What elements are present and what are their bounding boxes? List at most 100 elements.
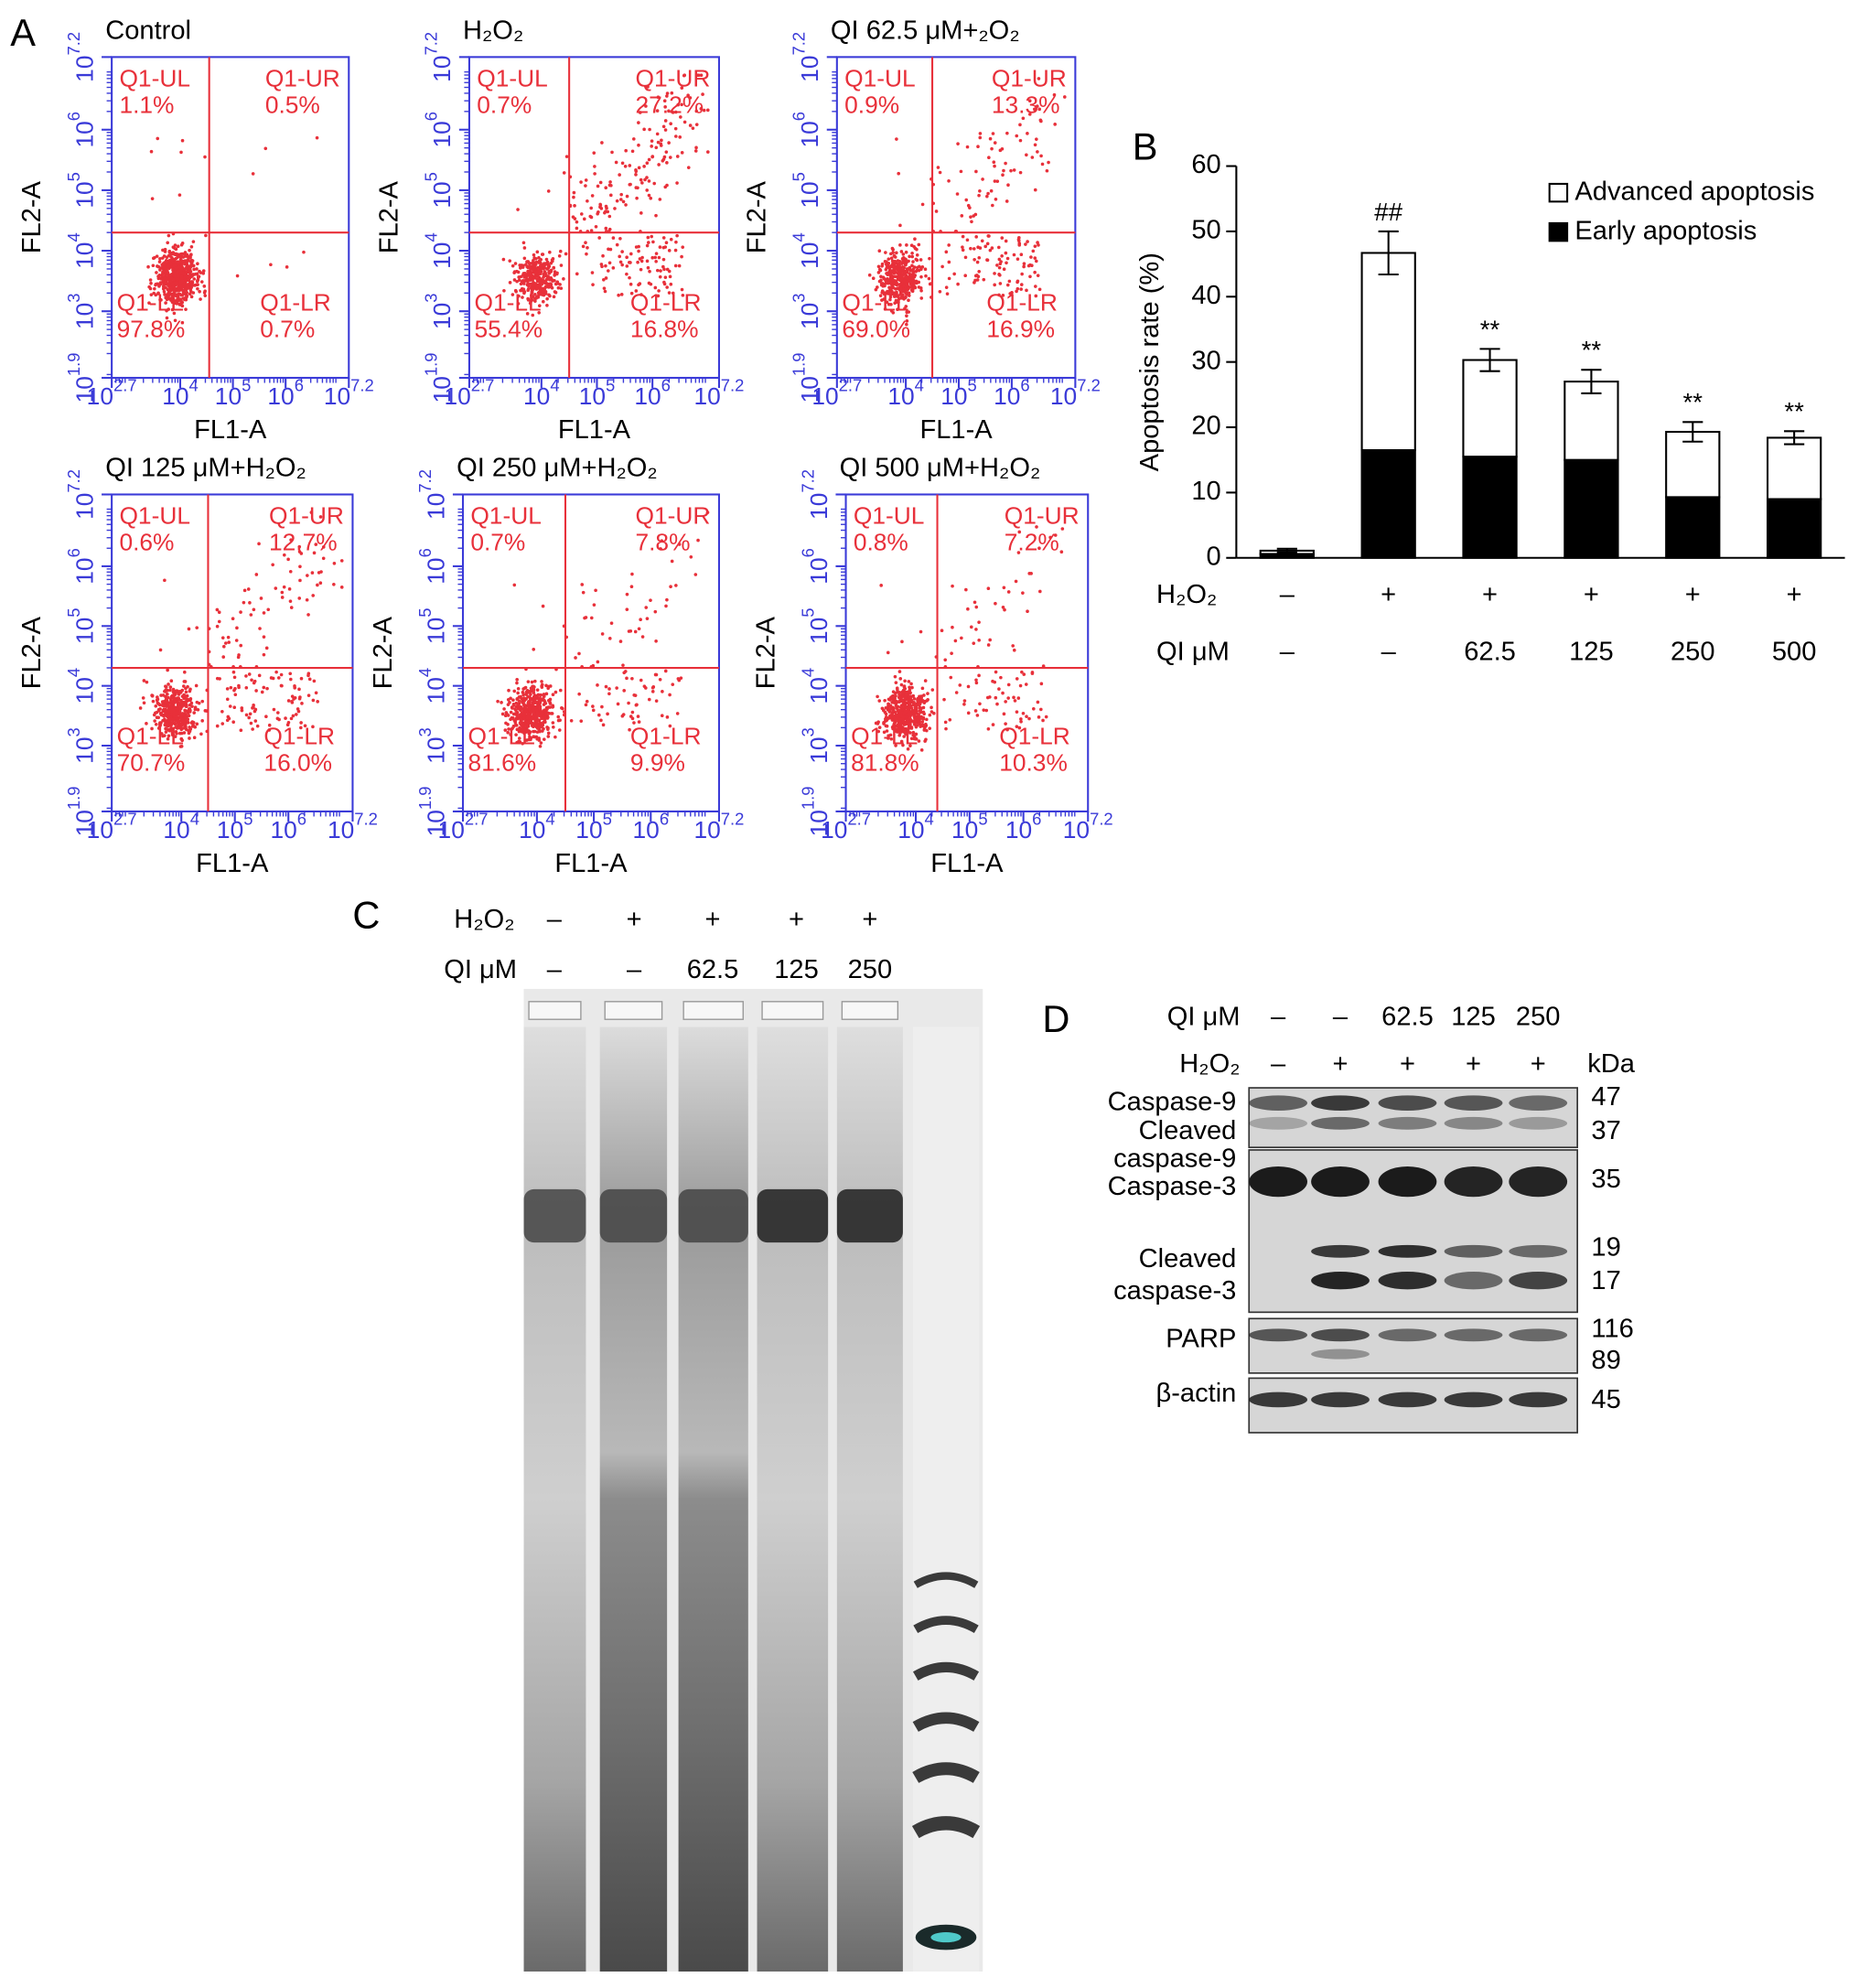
event-dot [596, 184, 600, 188]
event-dot [900, 639, 904, 644]
event-dot [1021, 591, 1025, 595]
event-dot [665, 94, 669, 98]
event-dot [177, 261, 181, 265]
tick-exponent: 7.2 [415, 469, 435, 493]
tick-base: 10 [634, 382, 661, 410]
event-dot [694, 145, 698, 150]
event-dot [623, 165, 628, 168]
event-dot [680, 102, 683, 107]
y-tick-label: 104 [415, 668, 450, 704]
event-dot [548, 294, 552, 298]
event-dot [540, 279, 544, 284]
event-dot [955, 192, 960, 196]
event-dot [877, 249, 882, 253]
significance: ** [1480, 315, 1500, 343]
event-dot [618, 254, 622, 259]
event-dot [164, 690, 167, 693]
quadrant-name: Q1-LR [630, 723, 702, 750]
tick-base: 10 [70, 121, 98, 147]
event-dot [636, 715, 640, 718]
protein-label: β-actin [1155, 1379, 1236, 1408]
event-dot [231, 617, 235, 621]
event-dot [184, 307, 188, 311]
event-dot [949, 675, 953, 680]
event-dot [1034, 285, 1037, 288]
event-dot [250, 678, 253, 682]
dna-band [523, 1188, 586, 1243]
event-dot [673, 110, 678, 114]
event-dot [992, 160, 996, 165]
event-dot [190, 274, 195, 277]
event-dot [300, 702, 304, 705]
event-dot [524, 696, 528, 701]
event-dot [552, 725, 555, 729]
event-dot [997, 265, 1002, 270]
event-dot [175, 288, 179, 293]
event-dot [1004, 161, 1007, 166]
event-dot [296, 709, 301, 714]
blot-strip [1248, 1317, 1578, 1374]
tick-base: 10 [70, 677, 98, 704]
event-dot [976, 274, 981, 279]
blot-lane-label: – [1333, 1003, 1349, 1032]
event-dot [614, 160, 618, 165]
tick-exponent: 4 [189, 376, 199, 395]
event-dot [163, 281, 167, 285]
event-dot [893, 715, 897, 720]
event-dot [896, 307, 899, 312]
event-dot [897, 263, 901, 266]
tick-base: 10 [805, 493, 833, 520]
event-dot [900, 295, 904, 299]
event-dot [611, 236, 616, 240]
event-dot [997, 257, 1002, 262]
event-dot [976, 145, 980, 149]
event-dot [307, 677, 312, 682]
event-dot [1036, 274, 1040, 277]
event-dot [169, 297, 173, 301]
event-dot [535, 250, 540, 254]
event-dot [201, 269, 206, 273]
legend-swatch [1548, 221, 1569, 242]
event-dot [917, 280, 921, 285]
event-dot [1006, 696, 1010, 700]
tick-exponent: 5 [415, 608, 435, 618]
event-dot [997, 687, 1001, 691]
event-dot [508, 701, 511, 704]
event-dot [688, 124, 693, 127]
event-dot [542, 275, 545, 279]
event-dot [1012, 648, 1016, 652]
event-dot [867, 273, 872, 277]
event-dot [903, 679, 907, 683]
event-dot [147, 301, 151, 305]
event-dot [196, 707, 200, 712]
event-dot [1028, 274, 1032, 279]
blot-band [1311, 1116, 1370, 1130]
event-dot [297, 696, 302, 701]
event-dot [972, 258, 976, 262]
event-dot [912, 280, 917, 285]
event-dot [1018, 683, 1023, 688]
event-dot [199, 280, 204, 284]
event-dot [1035, 104, 1039, 108]
event-dot [640, 255, 644, 260]
protein-label: Caspase-3 [1108, 1172, 1237, 1201]
event-dot [661, 264, 665, 269]
event-dot [1004, 251, 1008, 255]
event-dot [696, 73, 701, 78]
event-dot [513, 288, 518, 293]
event-dot [621, 713, 626, 716]
event-dot [637, 627, 641, 631]
event-dot [522, 274, 527, 278]
event-dot [259, 596, 263, 600]
event-dot [947, 178, 951, 183]
plot-title: QI 500 μM+H₂O₂ [840, 453, 1041, 482]
y-tick-label: 106 [415, 548, 450, 585]
event-dot [678, 135, 682, 139]
event-dot [647, 179, 651, 183]
event-dot [175, 715, 178, 718]
event-dot [897, 670, 902, 673]
event-dot [543, 281, 547, 285]
event-dot [907, 291, 911, 296]
event-dot [553, 690, 558, 694]
event-dot [512, 271, 516, 274]
